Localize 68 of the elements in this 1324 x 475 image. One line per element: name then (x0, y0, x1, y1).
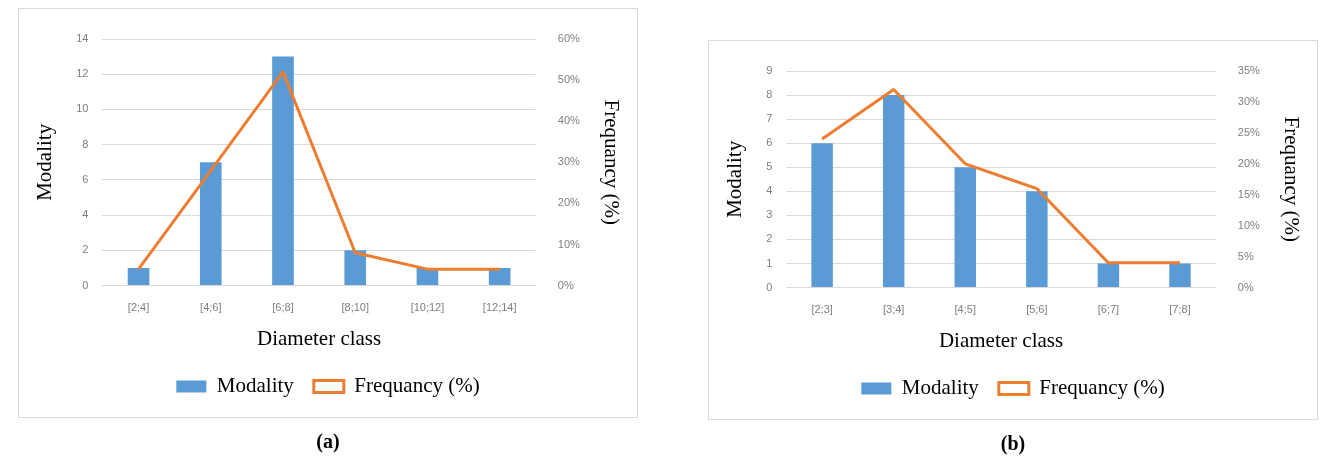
y-tick-label: 2 (82, 243, 89, 256)
x-axis-title: Diameter class (938, 327, 1064, 352)
y2-tick-label: 50% (557, 73, 581, 86)
x-tick-label: [2;3] (811, 303, 833, 316)
legend-label: Modality (216, 373, 295, 398)
y2-tick-label: 35% (1237, 64, 1261, 77)
bar (1169, 263, 1191, 288)
y-tick-label: 8 (766, 88, 773, 101)
y2-tick-label: 10% (1237, 218, 1261, 231)
y-tick-label: 1 (766, 256, 773, 269)
x-tick-label: [10;12] (410, 301, 445, 314)
y-axis-title: Modality (32, 123, 57, 201)
bar (199, 162, 222, 286)
y-tick-label: 14 (76, 32, 89, 45)
y2-tick-label: 25% (1237, 125, 1261, 138)
y2-tick-label: 20% (557, 196, 581, 209)
y-tick-label: 6 (766, 136, 773, 149)
x-tick-label: [6;8] (272, 301, 294, 314)
bar (1097, 263, 1120, 288)
bar (954, 167, 976, 288)
x-axis-title: Diameter class (257, 325, 382, 350)
y2-tick-label: 30% (1237, 94, 1261, 107)
y2-tick-label: 30% (557, 155, 581, 168)
text: (b) (999, 432, 1027, 455)
x-tick-label: [12;14] (482, 301, 517, 314)
x-tick-label: [3;4] (882, 303, 905, 316)
y2-tick-label: 15% (1237, 187, 1261, 200)
y-tick-label: 12 (76, 67, 89, 80)
y2-tick-label: 20% (1237, 156, 1261, 169)
legend-label: Modality (901, 375, 980, 400)
bar (272, 56, 294, 286)
y2-axis-title: Frequancy (%) (1279, 116, 1304, 242)
x-tick-label: [4;5] (954, 303, 976, 316)
text: (a) (315, 430, 341, 453)
legend-label: Frequancy (%) (354, 373, 480, 398)
x-tick-label: [5;6] (1026, 303, 1048, 316)
y2-axis-title: Frequancy (%) (599, 99, 624, 225)
bar (127, 267, 150, 286)
y-tick-label: 0 (82, 278, 89, 291)
bar (882, 95, 905, 288)
legend-label: Frequancy (%) (1039, 375, 1165, 400)
x-tick-label: [8;10] (341, 301, 369, 314)
y2-tick-label: 5% (1237, 249, 1254, 262)
y2-tick-label: 60% (557, 32, 581, 45)
y-tick-label: 9 (766, 64, 773, 77)
x-tick-label: [6;7] (1097, 303, 1120, 316)
y-tick-label: 3 (766, 208, 773, 221)
x-tick-label: [2;4] (127, 301, 150, 314)
bar (811, 143, 833, 288)
x-tick-label: [7;8] (1169, 303, 1191, 316)
y-tick-label: 0 (766, 280, 773, 293)
x-tick-label: [4;6] (200, 301, 222, 314)
bar (344, 250, 367, 286)
y-tick-label: 5 (766, 160, 773, 173)
y-tick-label: 8 (82, 137, 89, 150)
y2-tick-label: 0% (557, 278, 574, 291)
y-axis-title: Modality (722, 140, 747, 218)
y-tick-label: 4 (766, 184, 773, 197)
bar (1026, 191, 1048, 288)
y-tick-label: 10 (76, 102, 89, 115)
y-tick-label: 6 (82, 172, 89, 185)
y2-tick-label: 10% (557, 237, 581, 250)
y-tick-label: 4 (82, 208, 89, 221)
y2-tick-label: 0% (1237, 280, 1254, 293)
y2-tick-label: 40% (557, 114, 581, 127)
y-tick-label: 2 (766, 232, 773, 245)
y-tick-label: 7 (766, 112, 773, 125)
bar (488, 267, 511, 286)
